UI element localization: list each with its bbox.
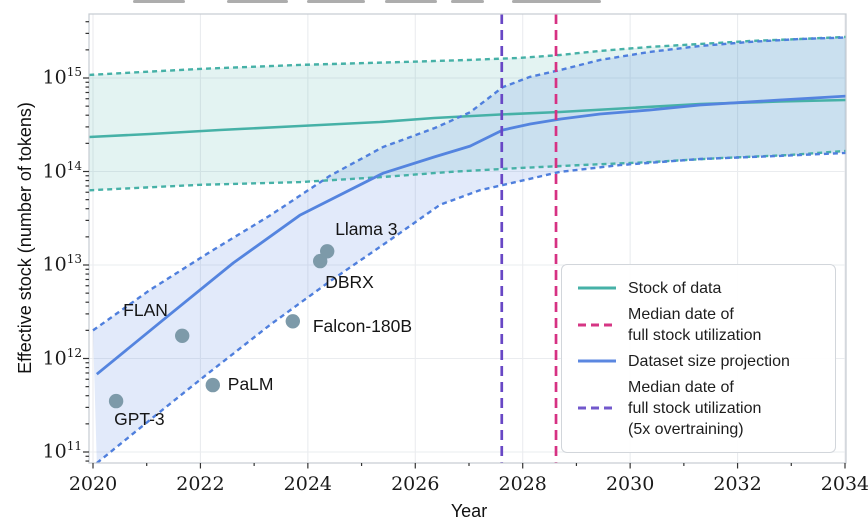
model-label-flan: FLAN	[123, 299, 168, 320]
x-tick-2028: 2028	[498, 473, 547, 495]
x-tick-2030: 2030	[605, 473, 655, 495]
y-tick-1e14: 1014	[42, 158, 82, 182]
model-label-gpt-3: GPT-3	[114, 409, 165, 430]
y-axis-label: Effective stock (number of tokens)	[15, 102, 35, 374]
crop-artifact	[451, 0, 484, 3]
data-point-palm	[205, 377, 220, 393]
solid-line-swatch-icon	[578, 359, 616, 363]
x-tick-2034: 2034	[820, 473, 868, 495]
crop-artifact	[307, 0, 365, 3]
legend-label: Stock of data	[628, 279, 722, 297]
legend-label: Median date of full stock utilization (5x …	[628, 378, 762, 438]
model-label-falcon-180b: Falcon-180B	[312, 316, 413, 337]
legend-label: Dataset size projection	[628, 352, 790, 370]
y-tick-1e11: 1011	[42, 439, 82, 463]
legend-label: Median date of full stock utilization	[628, 305, 762, 344]
x-tick-2032: 2032	[713, 473, 762, 495]
data-point-gpt-3	[108, 393, 124, 409]
x-tick-2020: 2020	[68, 473, 118, 495]
model-label-dbrx: DBRX	[325, 272, 374, 293]
data-point-flan	[175, 328, 190, 343]
x-tick-2022: 2022	[176, 473, 225, 495]
x-axis-label: Year	[450, 501, 488, 521]
y-tick-1e15: 1015	[42, 65, 82, 89]
model-label-palm: PaLM	[227, 374, 274, 395]
x-tick-2026: 2026	[391, 473, 440, 495]
legend-item-3: Median date of full stock utilization (5x …	[574, 377, 827, 440]
legend-item-2: Dataset size projection	[574, 350, 827, 372]
dashed-line-swatch-icon	[578, 406, 616, 410]
legend-item-0: Stock of data	[574, 277, 827, 299]
dataset-projection-ci-band	[93, 37, 846, 463]
axis-ticks	[83, 21, 846, 469]
data-point-llama-3	[320, 244, 335, 259]
dashed-line-swatch-icon	[578, 323, 616, 327]
model-label-llama-3: Llama 3	[335, 219, 398, 240]
crop-artifact	[385, 0, 437, 3]
x-tick-2024: 2024	[283, 473, 333, 495]
y-tick-1e13: 1013	[42, 252, 82, 276]
plot-border	[88, 13, 847, 464]
y-tick-1e12: 1012	[42, 345, 82, 369]
crop-artifact	[133, 0, 185, 3]
legend: Stock of data Median date of full stock ut…	[561, 264, 836, 453]
solid-line-swatch-icon	[578, 286, 616, 290]
crop-artifact	[512, 0, 601, 3]
data-point-falcon-180b	[285, 314, 300, 329]
series-projection-lower	[96, 151, 846, 463]
legend-item-1: Median date of full stock utilization	[574, 304, 827, 346]
crop-artifact	[227, 0, 288, 3]
